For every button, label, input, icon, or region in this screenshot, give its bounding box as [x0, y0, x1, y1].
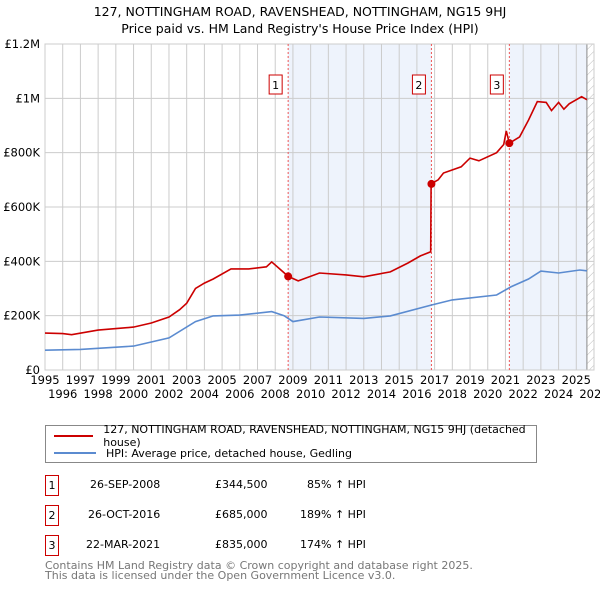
legend-swatch-blue [54, 452, 96, 454]
sale-label-box [411, 74, 426, 95]
sale-label-box [489, 74, 504, 95]
x-tick-label: 2008 [261, 387, 290, 401]
sale-date: 22-MAR-2021 [86, 538, 161, 551]
sale-label: 2 [415, 79, 422, 92]
sale-hpi: 85% ↑ HPI [307, 478, 366, 491]
x-tick-label: 2022 [509, 387, 538, 401]
x-tick-label: 2016 [402, 387, 431, 401]
x-tick-label: 2026 [579, 387, 600, 401]
x-tick-label: 1995 [30, 373, 59, 387]
y-tick-label: £800K [3, 146, 40, 160]
x-tick-label: 1997 [66, 373, 95, 387]
x-tick-label: 2009 [278, 373, 307, 387]
sale-marker-box: 2 [45, 505, 59, 526]
sale-marker-box: 3 [45, 535, 59, 556]
x-tick-label: 2024 [544, 387, 573, 401]
x-tick-label: 2004 [190, 387, 219, 401]
x-tick-label: 2020 [473, 387, 502, 401]
x-tick-label: 2000 [119, 387, 148, 401]
y-tick-label: £200K [3, 309, 40, 323]
y-tick-label: £600K [3, 200, 40, 214]
x-tick-label: 2007 [243, 373, 272, 387]
legend-item-hpi: HPI: Average price, detached house, Gedl… [54, 445, 352, 461]
x-tick-label: 1996 [48, 387, 77, 401]
sale-label: 1 [272, 79, 279, 92]
chart-title: 127, NOTTINGHAM ROAD, RAVENSHEAD, NOTTIN… [93, 4, 507, 19]
x-tick-label: 2014 [367, 387, 396, 401]
x-tick-label: 2003 [172, 373, 201, 387]
sale-price: £344,500 [215, 478, 268, 491]
x-tick-label: 2001 [137, 373, 166, 387]
x-tick-label: 2002 [154, 387, 183, 401]
x-tick-label: 2023 [526, 373, 555, 387]
legend-label: 127, NOTTINGHAM ROAD, RAVENSHEAD, NOTTIN… [103, 423, 526, 449]
footer-copyright: Contains HM Land Registry data © Crown c… [45, 559, 473, 572]
y-tick-label: £1.2M [4, 37, 40, 51]
x-tick-label: 2011 [314, 373, 343, 387]
table-row: 3 22-MAR-2021 £835,000 174% ↑ HPI [45, 535, 545, 556]
sale-marker-box: 1 [45, 475, 59, 496]
sale-point [284, 272, 293, 281]
legend-swatch-red [54, 435, 94, 437]
x-tick-label: 2025 [562, 373, 591, 387]
x-tick-label: 2013 [349, 373, 378, 387]
sale-label: 3 [493, 79, 500, 92]
table-row: 2 26-OCT-2016 £685,000 189% ↑ HPI [45, 505, 545, 526]
sale-price: £685,000 [215, 508, 268, 521]
sale-hpi: 174% ↑ HPI [300, 538, 366, 551]
x-tick-label: 1999 [101, 373, 130, 387]
y-tick-label: £0 [25, 363, 40, 377]
sale-label-box [268, 74, 283, 95]
plot-border [44, 43, 595, 371]
legend-label: HPI: Average price, detached house, Gedl… [106, 446, 352, 460]
x-tick-label: 2005 [207, 373, 236, 387]
series-line [44, 269, 587, 351]
legend-item-property: 127, NOTTINGHAM ROAD, RAVENSHEAD, NOTTIN… [54, 423, 536, 449]
x-tick-label: 2021 [491, 373, 520, 387]
legend: 127, NOTTINGHAM ROAD, RAVENSHEAD, NOTTIN… [45, 423, 537, 463]
sale-hpi: 189% ↑ HPI [300, 508, 366, 521]
x-tick-label: 2015 [385, 373, 414, 387]
sale-date: 26-OCT-2016 [88, 508, 161, 521]
sale-point [427, 179, 436, 188]
sale-date: 26-SEP-2008 [90, 478, 161, 491]
y-tick-label: £1M [15, 91, 40, 105]
sale-point [505, 139, 514, 148]
x-tick-label: 2018 [438, 387, 467, 401]
x-tick-label: 2012 [331, 387, 360, 401]
x-tick-label: 2010 [296, 387, 325, 401]
chart-subtitle: Price paid vs. HM Land Registry's House … [121, 21, 479, 36]
x-tick-label: 1998 [83, 387, 112, 401]
x-tick-label: 2017 [420, 373, 449, 387]
table-row: 1 26-SEP-2008 £344,500 85% ↑ HPI [45, 475, 545, 496]
x-tick-label: 2019 [455, 373, 484, 387]
footer-licence: This data is licensed under the Open Gov… [45, 569, 396, 582]
sale-price: £835,000 [215, 538, 268, 551]
x-tick-label: 2006 [225, 387, 254, 401]
y-tick-label: £400K [3, 254, 40, 268]
plot-area: 1995199619971998199920002001200220032004… [3, 37, 600, 401]
series-line [44, 95, 588, 336]
